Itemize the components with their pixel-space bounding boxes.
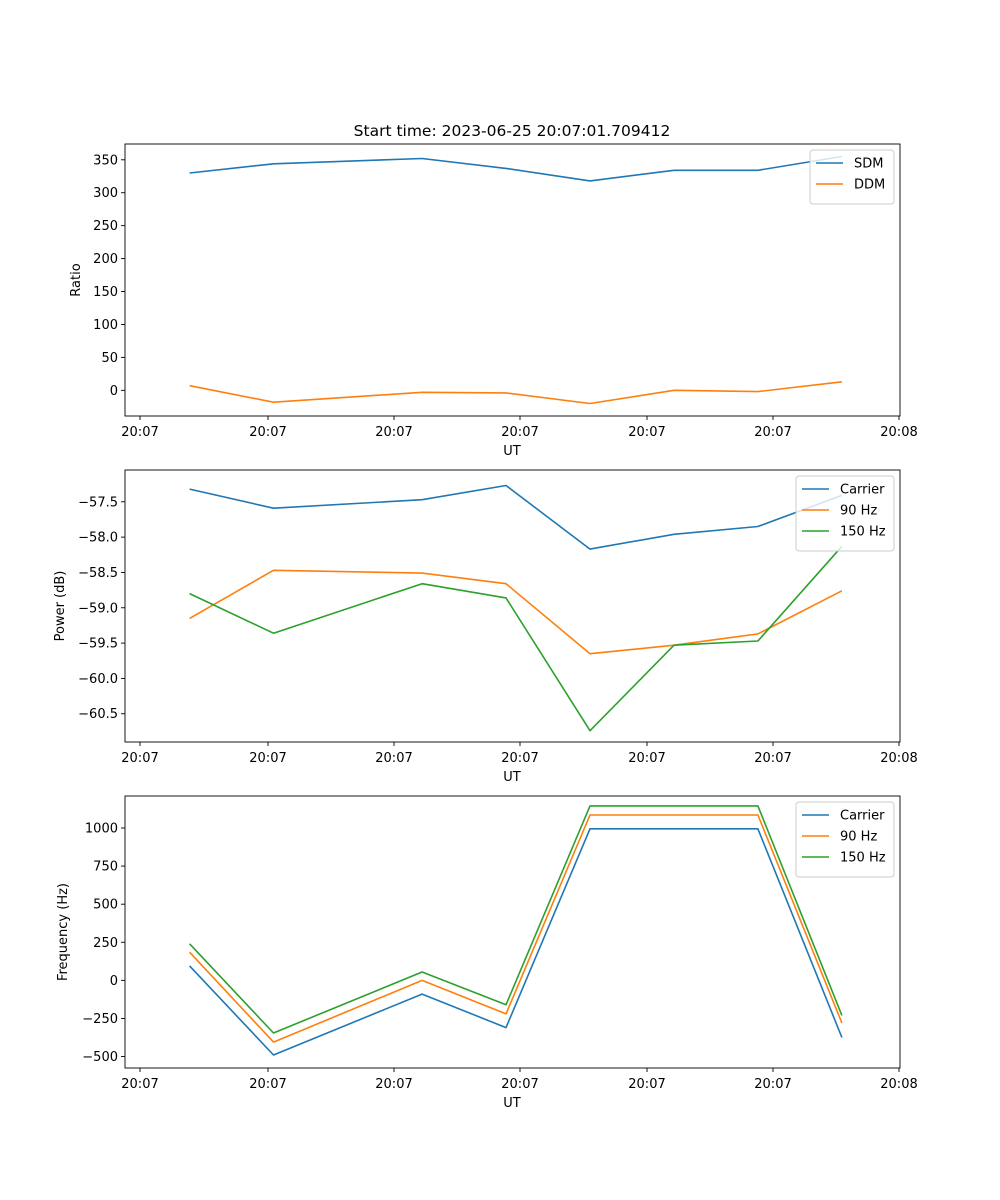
y-tick-label-1-8: 350	[93, 153, 118, 168]
x-tick-label-2-2: 20:07	[249, 751, 286, 766]
legend-label-1-1: SDM	[854, 157, 883, 172]
series-line-1-1	[189, 155, 843, 182]
x-axis-label-2: UT	[503, 770, 521, 785]
x-tick-label-2-5: 20:07	[628, 751, 665, 766]
y-tick-label-3-4: 250	[93, 936, 118, 951]
x-tick-label-3-6: 20:07	[754, 1077, 791, 1092]
y-tick-label-2-7: −60.5	[78, 707, 118, 722]
x-axis-label-1: UT	[503, 444, 521, 459]
series-line-2-3	[189, 545, 843, 732]
series-line-2-1	[189, 484, 843, 550]
x-axis-label-3: UT	[503, 1096, 521, 1111]
y-tick-label-2-6: −60.0	[78, 672, 118, 687]
axes-frame-2	[124, 469, 901, 743]
legend-2: Carrier 90 Hz 150 Hz	[795, 475, 895, 552]
y-tick-label-3-5: 0	[110, 974, 118, 989]
x-tick-label-1-3: 20:07	[375, 425, 412, 440]
x-tick-label-3-2: 20:07	[249, 1077, 286, 1092]
y-tick-label-2-3: −58.5	[78, 566, 118, 581]
x-tick-label-3-7: 20:08	[880, 1077, 917, 1092]
y-tick-label-1-4: 150	[93, 285, 118, 300]
x-tick-label-2-3: 20:07	[375, 751, 412, 766]
series-line-3-2	[189, 814, 843, 1043]
y-axis-label-1: Ratio	[69, 263, 84, 296]
x-tick-label-2-4: 20:07	[501, 751, 538, 766]
x-tick-label-2-6: 20:07	[754, 751, 791, 766]
legend-label-1-2: DDM	[854, 178, 885, 193]
y-tick-label-2-1: −57.5	[78, 495, 118, 510]
y-tick-label-1-5: 200	[93, 252, 118, 267]
y-tick-label-1-6: 250	[93, 219, 118, 234]
x-tick-label-1-7: 20:08	[880, 425, 917, 440]
legend-label-3-2: 90 Hz	[840, 830, 877, 845]
x-tick-label-1-6: 20:07	[754, 425, 791, 440]
legend-box-3	[795, 801, 895, 878]
legend-box-2	[795, 475, 895, 552]
x-tick-label-3-1: 20:07	[121, 1077, 158, 1092]
series-line-1-2	[189, 381, 842, 405]
y-tick-label-3-3: 500	[93, 898, 118, 913]
chart-panels: 0 50 100 150 200 250 300 350 20:07 20:07 20:07 20:0…	[53, 143, 918, 1111]
series-line-3-1	[189, 827, 843, 1056]
legend-label-2-1: Carrier	[840, 483, 885, 498]
y-tick-label-3-7: −500	[82, 1050, 118, 1065]
x-tick-label-1-4: 20:07	[501, 425, 538, 440]
axes-frame-1	[124, 143, 901, 417]
y-tick-label-3-1: 1000	[85, 822, 118, 837]
y-tick-label-1-2: 50	[101, 351, 118, 366]
y-axis-label-2: Power (dB)	[53, 571, 68, 642]
x-tick-label-1-2: 20:07	[249, 425, 286, 440]
x-tick-label-3-5: 20:07	[628, 1077, 665, 1092]
y-tick-label-1-7: 300	[93, 186, 118, 201]
y-tick-label-1-3: 100	[93, 318, 118, 333]
y-tick-label-2-5: −59.5	[78, 637, 118, 652]
legend-1: SDM DDM	[809, 149, 895, 205]
y-tick-label-1-1: 0	[110, 384, 118, 399]
figure-title: Start time: 2023-06-25 20:07:01.709412	[354, 122, 671, 140]
y-axis-label-3: Frequency (Hz)	[56, 883, 71, 981]
x-tick-label-1-1: 20:07	[121, 425, 158, 440]
chart-panel-2: −57.5 −58.0 −58.5 −59.0 −59.5 −60.0 −60.5 20:07…	[53, 469, 918, 785]
y-tick-label-3-6: −250	[82, 1012, 118, 1027]
series-line-3-3	[189, 805, 843, 1034]
legend-label-3-1: Carrier	[840, 809, 885, 824]
legend-label-2-3: 150 Hz	[840, 525, 886, 540]
y-tick-label-3-2: 750	[93, 860, 118, 875]
x-tick-label-3-4: 20:07	[501, 1077, 538, 1092]
chart-panel-1: 0 50 100 150 200 250 300 350 20:07 20:07 20:07 20:0…	[69, 143, 918, 459]
x-tick-label-2-7: 20:08	[880, 751, 917, 766]
x-tick-label-2-1: 20:07	[121, 751, 158, 766]
y-tick-label-2-2: −58.0	[78, 531, 118, 546]
series-line-2-2	[189, 569, 843, 655]
legend-label-3-3: 150 Hz	[840, 851, 886, 866]
legend-3: Carrier 90 Hz 150 Hz	[795, 801, 895, 878]
x-tick-label-1-5: 20:07	[628, 425, 665, 440]
x-tick-label-3-3: 20:07	[375, 1077, 412, 1092]
legend-label-2-2: 90 Hz	[840, 504, 877, 519]
axes-frame-3	[124, 795, 901, 1069]
y-tick-label-2-4: −59.0	[78, 601, 118, 616]
